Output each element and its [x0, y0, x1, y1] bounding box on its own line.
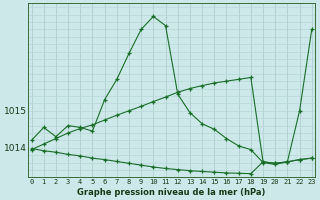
- X-axis label: Graphe pression niveau de la mer (hPa): Graphe pression niveau de la mer (hPa): [77, 188, 266, 197]
